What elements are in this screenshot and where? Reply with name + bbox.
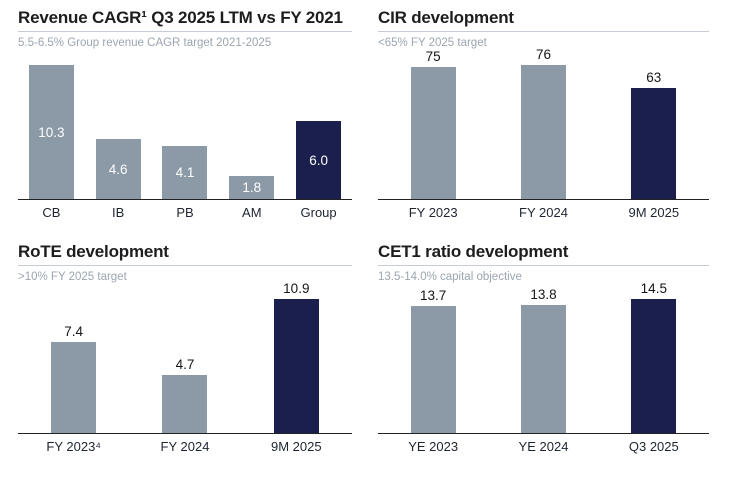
bar-value-label: 1.8 (242, 180, 262, 195)
x-tick-label: CB (42, 205, 61, 220)
bar-slot: 6.0 (285, 121, 352, 199)
x-tick-label: FY 2023⁴ (46, 439, 101, 454)
bar-slot: 10.3 (18, 65, 85, 199)
chart-panel-revenue-cagr: Revenue CAGR¹ Q3 2025 LTM vs FY 2021 5.5… (18, 8, 352, 220)
bar-value-label: 10.3 (38, 124, 65, 140)
x-tick-label: FY 2024 (160, 439, 210, 454)
bar-slot: 75 (378, 49, 488, 199)
x-axis-labels: YE 2023 YE 2024 Q3 2025 (378, 439, 709, 454)
bar-slot: 76 (488, 47, 598, 199)
chart-title: Revenue CAGR¹ Q3 2025 LTM vs FY 2021 (18, 8, 352, 32)
chart-title: CIR development (378, 8, 709, 32)
bar-value-label: 10.9 (283, 281, 310, 296)
bar-9m-2025: 63 (631, 70, 677, 199)
bar-am: 1.8 (229, 176, 275, 199)
bar-pb: 4.1 (162, 146, 208, 199)
bar-ye-2023: 13.7 (410, 288, 456, 433)
bar-value-label: 4.7 (175, 357, 195, 372)
x-tick-label: IB (112, 205, 125, 220)
chart-subtitle: 13.5-14.0% capital objective (378, 271, 522, 283)
bar-slot: 1.8 (218, 176, 285, 199)
bar-slot: 7.4 (18, 324, 129, 433)
bar-slot: 10.9 (241, 281, 352, 433)
x-tick-label: 9M 2025 (271, 439, 322, 454)
bar-value-label: 13.7 (420, 288, 447, 303)
chart-panel-cet1-ratio: CET1 ratio development 13.5-14.0% capita… (378, 242, 709, 454)
plot-area: 10.3 4.6 4.1 1.8 6.0 (18, 51, 352, 200)
bar-fy-2024: 4.7 (162, 357, 208, 433)
x-axis-labels: CB IB PB AM Group (18, 205, 352, 220)
bar-q3-2025: 14.5 (631, 281, 677, 433)
bar-value-label: 75 (425, 49, 441, 64)
bar-value-label: 76 (535, 47, 551, 62)
charts-grid: Revenue CAGR¹ Q3 2025 LTM vs FY 2021 5.5… (18, 8, 709, 454)
bar-fy-2023: 75 (410, 49, 456, 199)
x-tick-label: YE 2024 (518, 439, 569, 454)
bar-value-label: 14.5 (640, 281, 667, 296)
bar-slot: 4.6 (85, 139, 152, 199)
x-tick-label: FY 2023 (408, 205, 458, 220)
bar-fy-2024: 76 (520, 47, 566, 199)
bar-value-label: 4.6 (108, 161, 128, 177)
x-axis-labels: FY 2023 FY 2024 9M 2025 (378, 205, 709, 220)
bar-ye-2024: 13.8 (520, 287, 566, 433)
x-tick-label: FY 2024 (519, 205, 568, 220)
x-tick-label: Q3 2025 (628, 439, 679, 454)
bar-9m-2025: 10.9 (273, 281, 319, 433)
plot-area: 75 76 63 (378, 47, 709, 200)
bar-value-label: 6.0 (309, 152, 328, 168)
bar-slot: 13.7 (378, 288, 488, 433)
chart-title: RoTE development (18, 242, 352, 266)
bar-value-label: 4.1 (175, 165, 195, 180)
bar-value-label: 13.8 (530, 287, 557, 302)
chart-subtitle: 5.5-6.5% Group revenue CAGR target 2021-… (18, 37, 272, 49)
bar-slot: 4.1 (152, 146, 219, 199)
bar-slot: 63 (599, 70, 709, 199)
plot-area: 7.4 4.7 10.9 (18, 281, 352, 434)
bar-slot: 14.5 (599, 281, 709, 433)
bar-slot: 13.8 (488, 287, 598, 433)
bar-value-label: 63 (646, 70, 662, 85)
bar-fy-2023-: 7.4 (51, 324, 97, 433)
bar-slot: 4.7 (129, 357, 240, 433)
x-tick-label: YE 2023 (408, 439, 459, 454)
chart-subtitle: >10% FY 2025 target (18, 271, 127, 283)
bar-value-label: 7.4 (64, 324, 84, 339)
bar-cb: 10.3 (28, 65, 74, 199)
plot-area: 13.7 13.8 14.5 (378, 281, 709, 434)
bar-group: 6.0 (296, 121, 342, 199)
x-axis-labels: FY 2023⁴ FY 2024 9M 2025 (18, 439, 352, 454)
chart-subtitle: <65% FY 2025 target (378, 37, 487, 49)
chart-panel-cir-development: CIR development <65% FY 2025 target 75 76… (378, 8, 709, 220)
x-tick-label: Group (300, 205, 337, 220)
x-tick-label: 9M 2025 (628, 205, 680, 220)
x-tick-label: PB (176, 205, 194, 220)
x-tick-label: AM (242, 205, 262, 220)
chart-title: CET1 ratio development (378, 242, 709, 266)
bar-ib: 4.6 (95, 139, 141, 199)
chart-panel-rote-development: RoTE development >10% FY 2025 target 7.4… (18, 242, 352, 454)
